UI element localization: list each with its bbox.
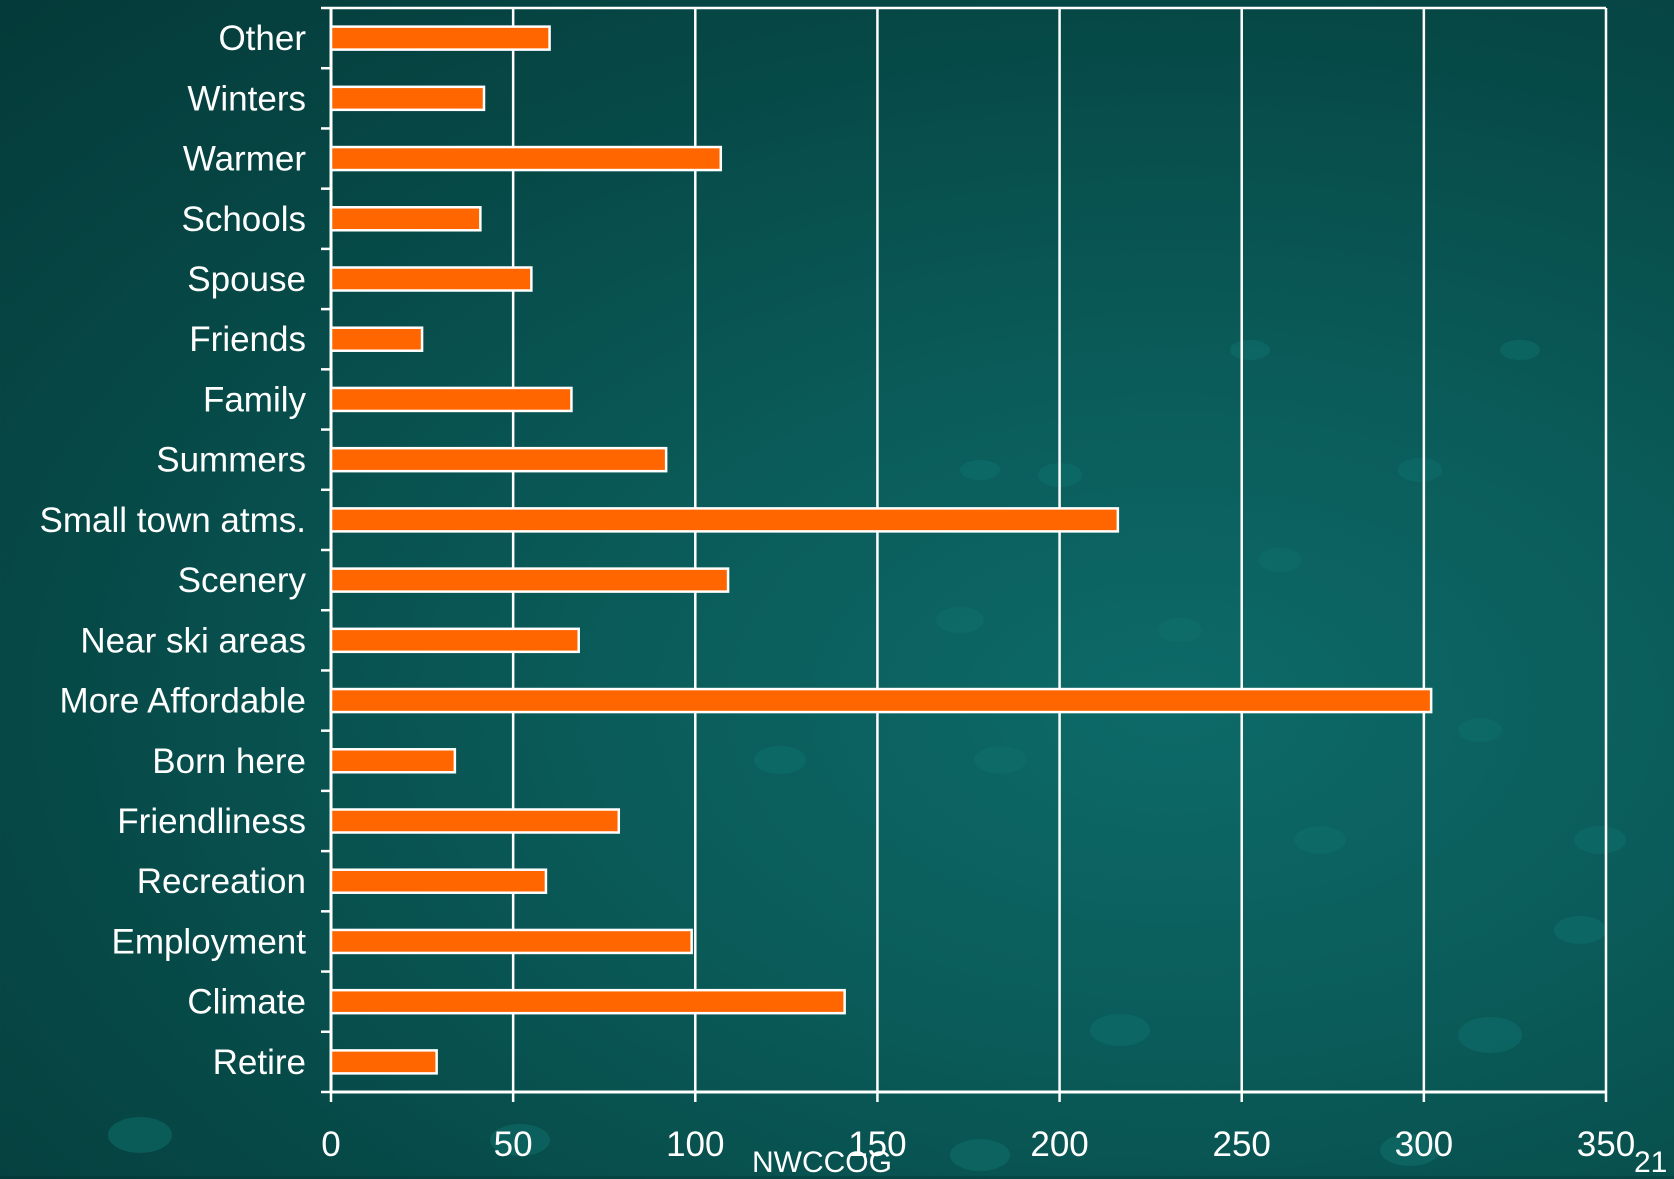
bar [329, 868, 548, 894]
category-label: Scenery [178, 561, 307, 600]
category-label: Other [218, 19, 306, 58]
bars [329, 25, 1433, 1075]
bar [329, 25, 551, 51]
bar [329, 567, 730, 593]
background-dot [754, 746, 806, 774]
background-dot [936, 607, 984, 633]
background-dot [1500, 340, 1540, 360]
bar [329, 145, 723, 172]
bar [329, 446, 668, 473]
bar [329, 928, 693, 955]
background-dot [1554, 916, 1606, 944]
category-label: Employment [111, 922, 306, 961]
bar [329, 627, 580, 654]
background-dot [974, 746, 1026, 774]
x-tick-label: 0 [321, 1125, 340, 1164]
category-labels: Other Winters Warmer Schools Spouse Friends Fa… [40, 19, 307, 1082]
background-dot [1158, 618, 1202, 642]
background-dot [1258, 548, 1302, 572]
axes [321, 6, 1608, 1102]
category-label: Friendliness [117, 802, 306, 841]
bar [329, 748, 457, 774]
bar [329, 687, 1433, 714]
bar [329, 808, 621, 834]
bar [329, 266, 533, 292]
x-tick-label: 50 [494, 1125, 533, 1164]
x-tick-label: 350 [1577, 1125, 1635, 1164]
category-label: Small town atms. [40, 501, 306, 540]
background-dot [490, 1124, 550, 1156]
x-tick-label: 150 [848, 1125, 906, 1164]
x-tick-label: 100 [666, 1125, 724, 1164]
background-dot [1380, 1134, 1440, 1166]
bar [329, 507, 1120, 533]
category-label: Spouse [187, 260, 306, 299]
category-label: Summers [156, 441, 306, 480]
category-label: Warmer [183, 140, 306, 179]
category-label: Born here [152, 742, 306, 781]
x-tick-labels: 0 50 100 150 200 250 300 350 [321, 1125, 1635, 1164]
background-dot [108, 1117, 172, 1153]
page-number: 21 [1634, 1146, 1668, 1179]
bar [329, 206, 482, 232]
x-tick-label: 250 [1213, 1125, 1271, 1164]
bar [329, 386, 573, 413]
category-label: Schools [181, 200, 306, 239]
category-label: Family [203, 380, 307, 419]
background-dot [1398, 458, 1442, 482]
category-label: Friends [189, 320, 306, 359]
background-dot [950, 1139, 1010, 1171]
category-label: Winters [187, 79, 306, 118]
category-label: Near ski areas [80, 621, 306, 660]
x-tick-label: 200 [1030, 1125, 1088, 1164]
category-label: Retire [213, 1043, 306, 1082]
bar [329, 326, 424, 352]
background-dot [1458, 1017, 1522, 1053]
background-dot [960, 460, 1000, 480]
x-tick-label: 300 [1395, 1125, 1453, 1164]
background-dot [1458, 718, 1502, 742]
background-dot [1294, 826, 1346, 854]
category-label: More Affordable [60, 682, 306, 721]
bar [329, 988, 846, 1015]
background-dot [1090, 1014, 1150, 1046]
category-label: Recreation [137, 862, 306, 901]
bar [329, 1049, 438, 1075]
bar [329, 85, 486, 112]
background-dot [1574, 826, 1626, 854]
background-dot [1230, 340, 1270, 360]
category-label: Climate [187, 983, 306, 1022]
footer-text: NWCCOG [752, 1146, 892, 1179]
